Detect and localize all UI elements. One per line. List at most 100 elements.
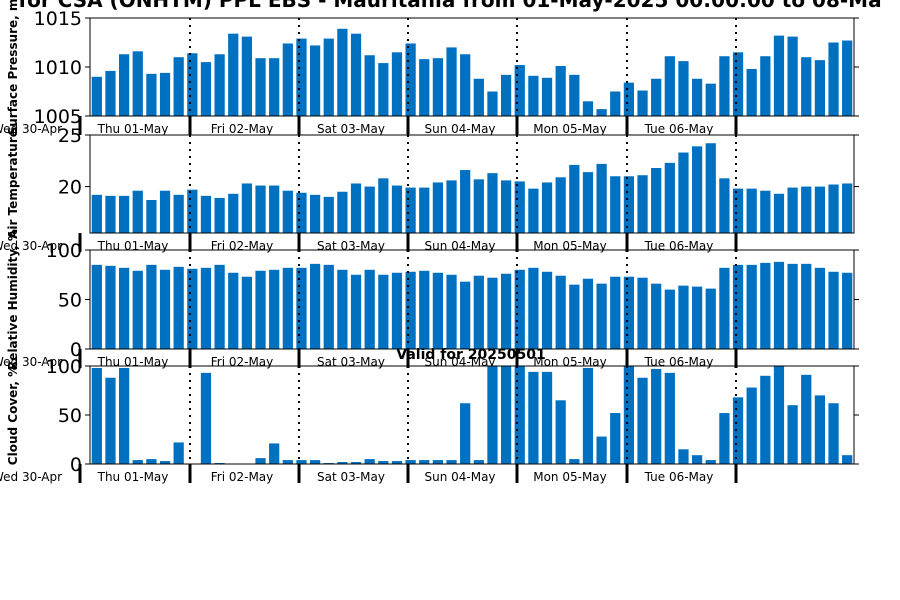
bar <box>446 460 457 464</box>
bar <box>814 267 826 349</box>
bar <box>269 58 280 116</box>
bar <box>282 190 293 233</box>
bar <box>651 283 662 349</box>
bar <box>664 56 675 116</box>
bar <box>705 83 716 116</box>
panel-3: 0 50 100 Relative Humidity, %Wed 30-Apr Thu … <box>0 229 859 370</box>
bar <box>623 82 635 116</box>
plot-frame <box>89 134 855 234</box>
bar <box>623 276 635 349</box>
bar <box>473 460 484 464</box>
bar <box>610 276 621 349</box>
bar <box>118 195 130 233</box>
bar <box>200 195 212 233</box>
bar <box>773 261 785 349</box>
bar <box>309 194 321 233</box>
bar <box>187 268 198 349</box>
day-label: Sat 03-May <box>317 470 385 484</box>
bar <box>719 56 730 116</box>
bar <box>842 455 853 464</box>
bar <box>337 462 348 464</box>
bar <box>555 400 566 464</box>
day-label: Mon 05-May <box>533 122 607 136</box>
bar <box>582 101 594 116</box>
bar <box>255 270 266 349</box>
bar <box>446 47 457 116</box>
bar <box>255 458 266 464</box>
bar <box>773 35 785 116</box>
bar <box>296 38 307 116</box>
bar <box>282 267 293 349</box>
bar <box>405 43 416 117</box>
bar <box>760 375 771 464</box>
bar <box>405 460 416 464</box>
bar <box>842 40 853 116</box>
bar <box>432 58 444 116</box>
bar <box>828 184 839 233</box>
y-axis-label: Relative Humidity, % <box>6 229 20 370</box>
bar <box>569 74 580 116</box>
bar <box>842 183 853 233</box>
bar <box>582 172 594 233</box>
bar <box>241 36 253 117</box>
bar <box>514 65 525 116</box>
bar <box>719 413 730 464</box>
day-label: Sat 03-May <box>317 122 385 136</box>
y-axis-label: Air Temperature <box>6 129 20 239</box>
bar <box>118 267 130 349</box>
bar <box>610 176 621 233</box>
bar <box>541 271 553 349</box>
bar <box>323 264 334 349</box>
bar <box>814 395 826 464</box>
day-label: Tue 06-May <box>644 355 714 369</box>
bar <box>514 269 525 349</box>
bar <box>419 59 430 116</box>
bar <box>146 264 157 349</box>
bar <box>773 193 785 233</box>
bar <box>364 186 375 233</box>
bar <box>146 199 157 233</box>
bar <box>528 188 539 233</box>
bar <box>173 194 184 233</box>
bar <box>419 187 430 233</box>
bar <box>118 367 130 464</box>
bar <box>691 146 703 233</box>
y-tick-label: 1005 <box>34 106 82 128</box>
bar <box>610 413 621 464</box>
bar <box>432 272 444 349</box>
day-label: Mon 05-May <box>533 355 607 369</box>
bar <box>159 190 171 233</box>
bar <box>350 183 362 233</box>
bar <box>91 76 102 116</box>
bar <box>187 53 198 116</box>
bar <box>460 403 471 464</box>
bar <box>569 459 580 464</box>
bar <box>159 269 171 349</box>
bar <box>473 275 484 349</box>
bar <box>637 175 648 233</box>
bar <box>146 73 157 116</box>
day-label: Mon 05-May <box>533 470 607 484</box>
bar <box>200 267 212 349</box>
bar <box>173 57 184 116</box>
bar <box>678 285 689 349</box>
bar <box>732 264 744 349</box>
day-label: Sun 04-May <box>424 122 495 136</box>
bar <box>228 33 239 116</box>
bar <box>732 397 744 464</box>
bar <box>555 177 566 233</box>
bar <box>828 403 839 464</box>
bar <box>664 162 675 233</box>
bar <box>555 275 566 349</box>
bar <box>446 274 457 349</box>
day-label: Fri 02-May <box>211 355 274 369</box>
bar <box>132 270 143 349</box>
bar <box>801 263 812 349</box>
bar <box>569 164 580 233</box>
bar <box>623 176 635 233</box>
bar <box>269 269 280 349</box>
bar <box>364 459 375 464</box>
